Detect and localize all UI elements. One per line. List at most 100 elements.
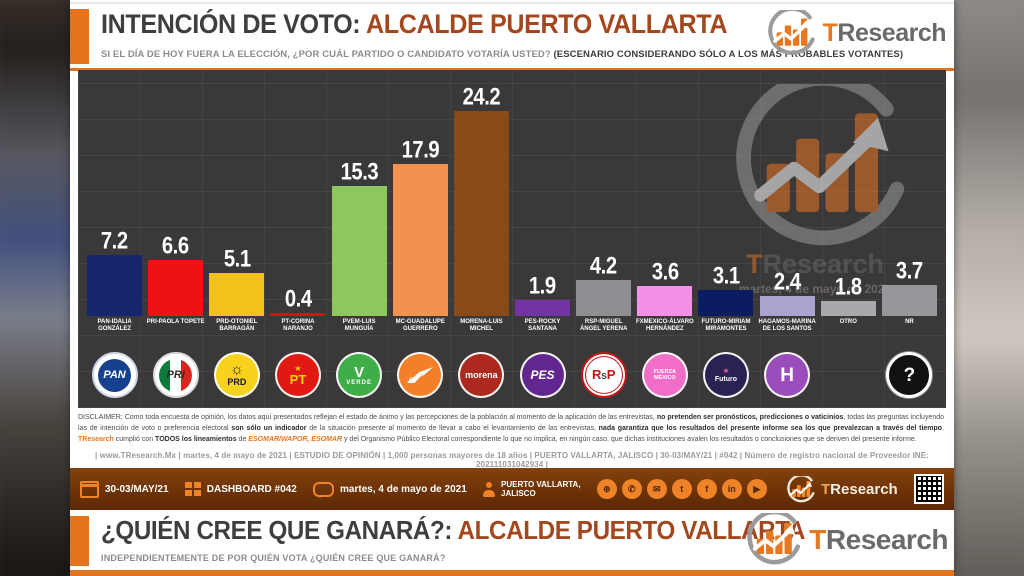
verde-party-logo: V VERDE	[336, 352, 383, 398]
bar-value-label: 15.3	[340, 157, 378, 185]
bottom-accent-bar	[70, 516, 89, 566]
bar-column: 6.6 PRI-PAOLA TOPETE PRI	[145, 70, 206, 408]
party-logo-zone: H	[757, 342, 818, 408]
bar-column: 17.9 MC-GUADALUPE GUERRERO	[390, 70, 451, 408]
social-icons: ⊕ ✆ ✉ t f in ▶	[596, 479, 767, 499]
bar-column: 7.2 PAN-IDALIA GONZÁLEZ PAN	[84, 70, 145, 408]
bar-value-label: 1.8	[834, 272, 862, 300]
bar-category-label: MORENA-LUIS MICHEL	[460, 319, 503, 332]
page-title: INTENCIÓN DE VOTO: ALCALDE PUERTO VALLAR…	[101, 9, 727, 40]
futuro-party-logo: ✶ Futuro	[702, 352, 749, 398]
email-icon[interactable]: ✉	[646, 479, 667, 499]
prd-party-logo: ☼ PRD	[213, 352, 260, 398]
bar	[270, 313, 326, 316]
footer-tresearch-logo-text: TResearch	[821, 480, 898, 498]
footer-location-line1: PUERTO VALLARTA,	[501, 480, 581, 489]
bar-category-label: PRD-OTONIEL BARRAGÁN	[216, 319, 258, 332]
bottom-title-prefix: ¿QUIÉN CREE QUE GANARÁ?:	[101, 515, 453, 545]
bottom-title-accent: ALCALDE PUERTO VALLARTA	[457, 515, 806, 545]
bar	[148, 260, 204, 316]
calendar-icon	[80, 480, 99, 498]
footer-location-text: PUERTO VALLARTA, JALISCO	[501, 480, 581, 498]
bar	[515, 300, 571, 316]
footer-date-range-text: 30-03/MAY/21	[105, 483, 169, 495]
bar-column: 1.8 OTRO	[818, 70, 879, 408]
qr-code	[913, 474, 944, 504]
speech-bubble-icon	[313, 481, 335, 498]
page-title-accent: ALCALDE PUERTO VALLARTA	[365, 9, 728, 39]
bar-value-label: 3.1	[712, 261, 740, 289]
survey-question-text: SI EL DÍA DE HOY FUERA LA ELECCIÓN, ¿POR…	[101, 49, 554, 60]
bar-value-label: 24.2	[462, 82, 501, 110]
bar-column: 3.7 NR?	[879, 70, 940, 408]
mc-eagle-icon	[407, 367, 434, 383]
mc-party-logo	[397, 352, 444, 398]
page-title-prefix: INTENCIÓN DE VOTO:	[101, 9, 361, 39]
watermark-date: martes, 4 de mayo de 2021	[738, 281, 892, 296]
bar-column: 1.9 PES-ROCKY SANTANA PES	[512, 70, 573, 408]
bar-value-label: 4.2	[590, 251, 618, 279]
survey-question-scenario: (ESCENARIO CONSIDERANDO SÓLO A LOS MÁS P…	[553, 49, 904, 60]
facebook-icon[interactable]: f	[696, 479, 717, 499]
party-logo-zone	[390, 342, 451, 408]
bar	[209, 273, 265, 316]
bar-category-label: RSP-MIGUEL ÁNGEL YERENA	[579, 319, 628, 332]
bar-column: 2.4 HAGAMOS-MARINA DE LOS SANTOS H	[757, 70, 818, 408]
party-logo-zone: ★ PT	[267, 342, 328, 408]
bar	[331, 186, 387, 316]
orange-divider	[70, 68, 954, 71]
whatsapp-icon[interactable]: ✆	[621, 479, 642, 499]
bar	[453, 111, 509, 316]
bar-column: 24.2 MORENA-LUIS MICHEL morena	[451, 70, 512, 408]
party-logo-zone: V VERDE	[329, 342, 390, 408]
bar	[637, 286, 693, 316]
footer-location-line2: JALISCO	[501, 489, 536, 498]
party-logo-zone	[818, 342, 879, 408]
bar	[392, 164, 448, 316]
party-logo-zone: ?	[879, 342, 940, 408]
survey-question: SI EL DÍA DE HOY FUERA LA ELECCIÓN, ¿POR…	[101, 49, 903, 60]
bottom-section: ¿QUIÉN CREE QUE GANARÁ?: ALCALDE PUERTO …	[70, 509, 954, 570]
header: INTENCIÓN DE VOTO: ALCALDE PUERTO VALLAR…	[70, 2, 954, 71]
bar-column: 15.3 PVEM-LUIS MUNGUÍA V VERDE	[329, 70, 390, 408]
footer-dashboard-text: DASHBOARD #042	[206, 483, 297, 495]
bar-value-label: 17.9	[401, 135, 440, 163]
linkedin-icon[interactable]: in	[721, 479, 742, 499]
party-logo-zone: morena	[451, 342, 512, 408]
pri-party-logo: PRI	[152, 352, 199, 398]
bottom-orange-strip	[70, 570, 954, 576]
bar-category-label: PES-ROCKY SANTANA	[524, 319, 561, 332]
report-card: INTENCIÓN DE VOTO: ALCALDE PUERTO VALLAR…	[70, 0, 954, 576]
bar-value-label: 0.4	[284, 284, 312, 312]
methodology-line: | www.TResearch.Mx | martes, 4 de mayo d…	[94, 451, 930, 469]
website-icon[interactable]: ⊕	[596, 479, 617, 499]
pes-party-logo: PES	[519, 352, 566, 398]
watermark-logo-text: TResearch	[745, 248, 885, 279]
bar-column: 5.1 PRD-OTONIEL BARRAGÁN ☼ PRD	[206, 70, 267, 408]
party-logo-zone: RSP	[573, 342, 634, 408]
bar-category-label: PRI-PAOLA TOPETE	[146, 319, 205, 325]
letterbox-right	[942, 0, 1024, 576]
party-logo-zone: FUERZA MÉXICO	[634, 342, 695, 408]
bar	[820, 301, 876, 316]
bar-value-label: 3.6	[651, 257, 679, 285]
morena-party-logo: morena	[458, 352, 505, 398]
hagamos-party-logo: H	[764, 352, 811, 398]
bar-column: 4.2 RSP-MIGUEL ÁNGEL YERENA RSP	[573, 70, 634, 408]
footer-tresearch-logo: TResearch	[783, 473, 898, 503]
bar-category-label: PVEM-LUIS MUNGUÍA	[342, 319, 376, 332]
header-accent-bar	[70, 9, 89, 64]
bar-column: 3.1 FUTURO-MIRIAM MIRAMONTES ✶ Futuro	[695, 70, 756, 408]
youtube-icon[interactable]: ▶	[746, 479, 767, 499]
twitter-icon[interactable]: t	[671, 479, 692, 499]
bar-category-label: MC-GUADALUPE GUERRERO	[395, 319, 445, 332]
location-pin-icon	[483, 481, 495, 497]
pt-party-logo: ★ PT	[274, 352, 321, 398]
chart-watermark: TResearch martes, 4 de mayo de 2021	[710, 70, 920, 296]
bar-value-label: 1.9	[529, 271, 556, 299]
bar-category-label: PAN-IDALIA GONZÁLEZ	[97, 319, 132, 332]
footer-survey-date-text: martes, 4 de mayo de 2021	[340, 483, 467, 495]
party-logo-zone: PES	[512, 342, 573, 408]
bar-category-label: NR	[905, 319, 914, 325]
bar	[881, 285, 937, 316]
